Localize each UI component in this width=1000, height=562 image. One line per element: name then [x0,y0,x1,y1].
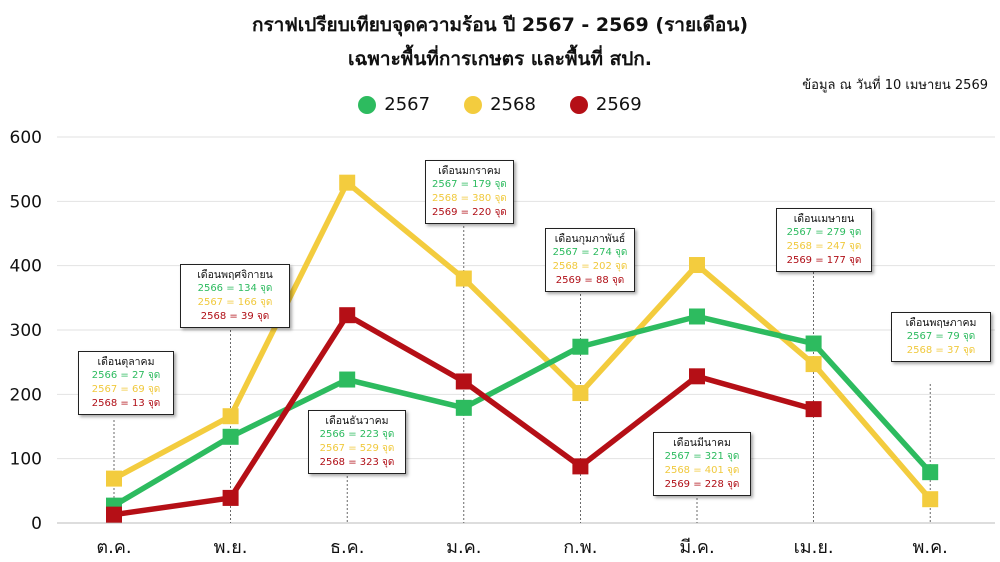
annotation-line: 2567 = 279 จุด [786,227,862,238]
data-point-2568 [805,356,822,373]
legend-item-2568: 2568 [464,94,536,115]
x-tick-label: ต.ค. [96,537,131,558]
annotation-line: 2567 = 274 จุด [552,247,628,258]
annotation-box: เดือนมีนาคม 2567 = 321 จุด 2568 = 401 จุด 2… [653,432,751,496]
annotation-line: 2569 = 88 จุด [555,275,625,286]
x-tick-label: เม.ย. [794,537,834,558]
data-point-2567 [922,464,939,481]
data-point-2569 [106,506,122,523]
annotation-title: เดือนพฤษภาคม [905,317,977,329]
y-tick-label: 600 [10,128,42,148]
annotation-line: 2569 = 177 จุด [786,255,862,266]
data-point-2567 [572,338,589,355]
annotation-title: เดือนกุมภาพันธ์ [554,233,626,245]
y-tick-label: 300 [10,321,42,341]
data-point-2567 [222,428,239,445]
legend-marker-2567 [358,95,377,114]
annotation-line: 2567 = 79 จุด [906,331,976,342]
data-date-note: ข้อมูล ณ วันที่ 10 เมษายน 2569 [802,78,988,93]
annotation-box: เดือนเมษายน 2567 = 279 จุด 2568 = 247 จุด 2… [776,208,872,272]
annotation-title: เดือนตุลาคม [97,356,155,368]
data-point-2568 [222,408,239,425]
data-point-2569 [339,307,356,324]
annotation-line: 2567 = 69 จุด [91,384,161,395]
data-point-2569 [572,458,589,475]
annotation-line: 2566 = 134 จุด [197,283,273,294]
annotation-box: เดือนธันวาคม 2566 = 223 จุด 2567 = 529 จุด… [308,410,406,474]
annotation-line: 2567 = 179 จุด [432,179,507,190]
annotation-line: 2568 = 380 จุด [432,193,507,204]
annotation-title: เดือนพฤศจิกายน [197,269,273,281]
annotation-box: เดือนพฤษภาคม 2567 = 79 จุด 2568 = 37 จุด [891,312,991,362]
data-point-2569 [222,489,239,506]
data-point-2567 [455,399,472,416]
chart-title: กราฟเปรียบเทียบจุดความร้อน ปี 2567 - 256… [251,14,749,36]
data-point-2568 [455,270,472,287]
y-tick-label: 0 [31,514,42,534]
annotation-line: 2568 = 323 จุด [319,457,395,468]
x-tick-label: พ.ย. [214,537,248,558]
data-point-2567 [689,308,705,325]
annotation-box: เดือนพฤศจิกายน 2566 = 134 จุด 2567 = 166 จ… [180,264,290,328]
annotation-title: เดือนธันวาคม [325,415,389,427]
annotation-line: 2569 = 228 จุด [664,479,740,490]
y-tick-label: 100 [10,450,42,470]
annotation-line: 2567 = 166 จุด [197,297,273,308]
legend-label-2567: 2567 [384,94,431,115]
data-point-2567 [339,371,356,388]
annotation-box: เดือนตุลาคม 2566 = 27 จุด 2567 = 69 จุด 256… [78,351,174,415]
x-tick-label: ม.ค. [446,537,481,558]
annotation-line: 2566 = 27 จุด [91,370,161,381]
legend-label-2568: 2568 [490,94,536,115]
data-point-2567 [805,335,822,352]
data-point-2568 [339,174,356,191]
x-tick-label: มี.ค. [679,537,714,558]
data-point-2568 [106,470,122,487]
legend: 2567 2568 2569 [0,94,1000,115]
chart-subtitle: เฉพาะพื้นที่การเกษตร และพื้นที่ สปก. [347,48,653,70]
legend-item-2567: 2567 [358,94,430,115]
legend-marker-2568 [464,95,483,114]
annotation-box: เดือนมกราคม 2567 = 179 จุด 2568 = 380 จุด 2… [425,160,514,224]
data-point-2569 [455,373,472,390]
annotation-title: เดือนมีนาคม [673,437,731,449]
annotation-line: 2567 = 529 จุด [319,443,395,454]
annotation-line: 2566 = 223 จุด [319,429,395,440]
series-line-2568 [111,179,933,502]
annotation-title: เดือนเมษายน [793,213,855,225]
annotation-title: เดือนมกราคม [438,165,501,177]
data-point-2568 [572,385,589,402]
annotation-line: 2568 = 247 จุด [786,241,862,252]
data-point-2569 [689,368,705,385]
annotation-line: 2568 = 13 จุด [91,398,161,409]
x-tick-label: ธ.ค. [330,537,364,558]
annotation-line: 2568 = 37 จุด [906,345,976,356]
x-tick-label: ก.พ. [563,537,597,558]
legend-label-2569: 2569 [595,94,642,115]
legend-item-2569: 2569 [569,94,642,115]
annotation-line: 2568 = 39 จุด [200,311,270,322]
annotation-line: 2568 = 202 จุด [552,261,628,272]
annotation-line: 2567 = 321 จุด [664,451,740,462]
legend-marker-2569 [569,95,588,114]
y-tick-label: 500 [10,192,42,212]
series-line-2567 [111,313,933,509]
data-point-2568 [689,257,705,274]
data-point-2569 [805,401,822,418]
data-point-2568 [922,491,939,508]
x-tick-label: พ.ค. [913,537,948,558]
annotation-box: เดือนกุมภาพันธ์ 2567 = 274 จุด 2568 = 202 … [545,228,635,292]
annotation-line: 2569 = 220 จุด [432,207,507,218]
y-tick-label: 200 [10,385,42,405]
y-tick-label: 400 [10,257,42,277]
annotation-line: 2568 = 401 จุด [664,465,740,476]
